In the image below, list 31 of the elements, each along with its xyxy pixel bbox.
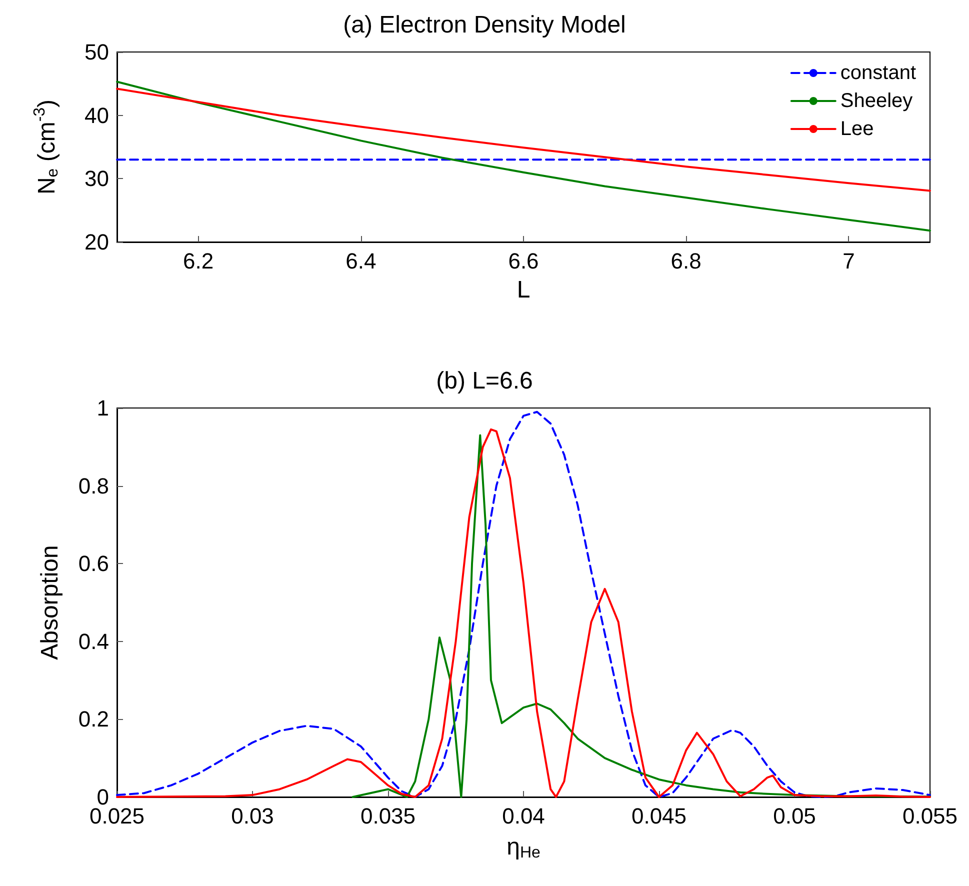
y-tick-label: 40 xyxy=(84,102,109,128)
x-axis-title: L xyxy=(516,276,530,304)
chart-title: (a) Electron Density Model xyxy=(343,12,626,38)
y-tick-label: 1 xyxy=(96,396,109,420)
x-tick-label: 0.055 xyxy=(902,804,958,828)
y-axis-title: Absorption xyxy=(36,545,64,660)
x-tick-label: 0.05 xyxy=(773,804,816,828)
x-tick-label: 6.6 xyxy=(508,248,539,274)
line-series xyxy=(116,80,931,232)
x-tick-label: 0.03 xyxy=(231,804,274,828)
x-tick-label: 6.4 xyxy=(346,248,376,274)
y-tick-label: 0.6 xyxy=(78,551,109,576)
x-tick-label: 0.04 xyxy=(502,804,545,828)
chart-title: (b) L=6.6 xyxy=(436,368,533,394)
y-tick-label: 50 xyxy=(84,40,109,64)
legend-label: constant xyxy=(840,62,916,84)
y-tick-label: 0.8 xyxy=(78,473,109,498)
x-tick-label: 6.2 xyxy=(183,248,214,274)
x-tick-label: 0.035 xyxy=(360,804,416,828)
y-tick-label: 20 xyxy=(84,230,109,254)
legend-label: Lee xyxy=(840,118,874,140)
x-tick-label: 7 xyxy=(842,248,855,274)
x-tick-label: 0.045 xyxy=(631,804,687,828)
y-tick-label: 30 xyxy=(84,166,109,192)
line-series xyxy=(352,434,931,798)
y-axis-title: Ne (cm-3) xyxy=(32,99,62,195)
x-tick-label: 6.8 xyxy=(670,248,702,274)
line-series xyxy=(116,88,931,192)
legend-label: Sheeley xyxy=(840,90,913,112)
y-tick-label: 0.2 xyxy=(78,706,109,732)
y-tick-label: 0.4 xyxy=(78,628,109,654)
